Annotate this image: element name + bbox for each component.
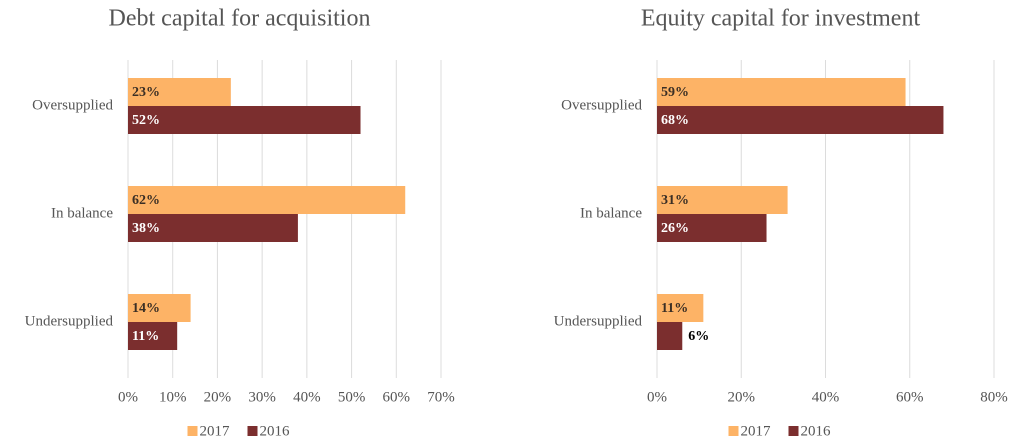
legend-label: 2016: [260, 423, 291, 439]
data-label: 52%: [132, 113, 160, 128]
bar: [128, 186, 406, 214]
category-label: In balance: [580, 205, 642, 221]
data-label: 31%: [661, 193, 689, 208]
data-label: 38%: [132, 221, 160, 236]
legend-swatch: [187, 426, 198, 436]
bar: [128, 78, 231, 106]
legend-label: 2016: [801, 423, 832, 439]
data-label: 68%: [661, 113, 689, 128]
x-tick-label: 70%: [427, 389, 455, 405]
category-label: Oversupplied: [32, 97, 113, 113]
bar: [128, 106, 361, 134]
x-tick-label: 60%: [383, 389, 411, 405]
data-label: 23%: [132, 85, 160, 100]
data-label: 11%: [132, 329, 159, 344]
x-tick-label: 40%: [812, 389, 840, 405]
legend-label: 2017: [200, 423, 231, 439]
legend-label: 2017: [741, 423, 772, 439]
category-label: Undersupplied: [25, 313, 114, 329]
data-label: 62%: [132, 193, 160, 208]
data-label: 14%: [132, 301, 160, 316]
x-tick-label: 50%: [338, 389, 366, 405]
category-label: In balance: [51, 205, 113, 221]
bar: [128, 322, 178, 350]
bar: [657, 186, 788, 214]
bar: [657, 78, 906, 106]
x-tick-label: 60%: [896, 389, 924, 405]
x-tick-label: 20%: [204, 389, 232, 405]
bar: [657, 294, 704, 322]
x-tick-label: 20%: [728, 389, 756, 405]
bar: [657, 106, 944, 134]
legend-swatch: [728, 426, 739, 436]
category-label: Oversupplied: [561, 97, 642, 113]
bar: [657, 322, 683, 350]
legend-swatch: [788, 426, 799, 436]
bar: [128, 294, 191, 322]
legend-swatch: [247, 426, 258, 436]
category-label: Undersupplied: [554, 313, 643, 329]
x-tick-label: 0%: [647, 389, 667, 405]
data-label: 11%: [661, 301, 688, 316]
data-label: 6%: [688, 329, 709, 344]
data-label: 26%: [661, 221, 689, 236]
bar: [657, 214, 767, 242]
chart-title: Debt capital for acquisition: [109, 6, 371, 32]
x-tick-label: 40%: [293, 389, 321, 405]
x-tick-label: 80%: [980, 389, 1008, 405]
data-label: 59%: [661, 85, 689, 100]
bar: [128, 214, 298, 242]
x-tick-label: 30%: [248, 389, 276, 405]
chart-title: Equity capital for investment: [641, 6, 921, 32]
x-tick-label: 0%: [118, 389, 138, 405]
x-tick-label: 10%: [159, 389, 187, 405]
